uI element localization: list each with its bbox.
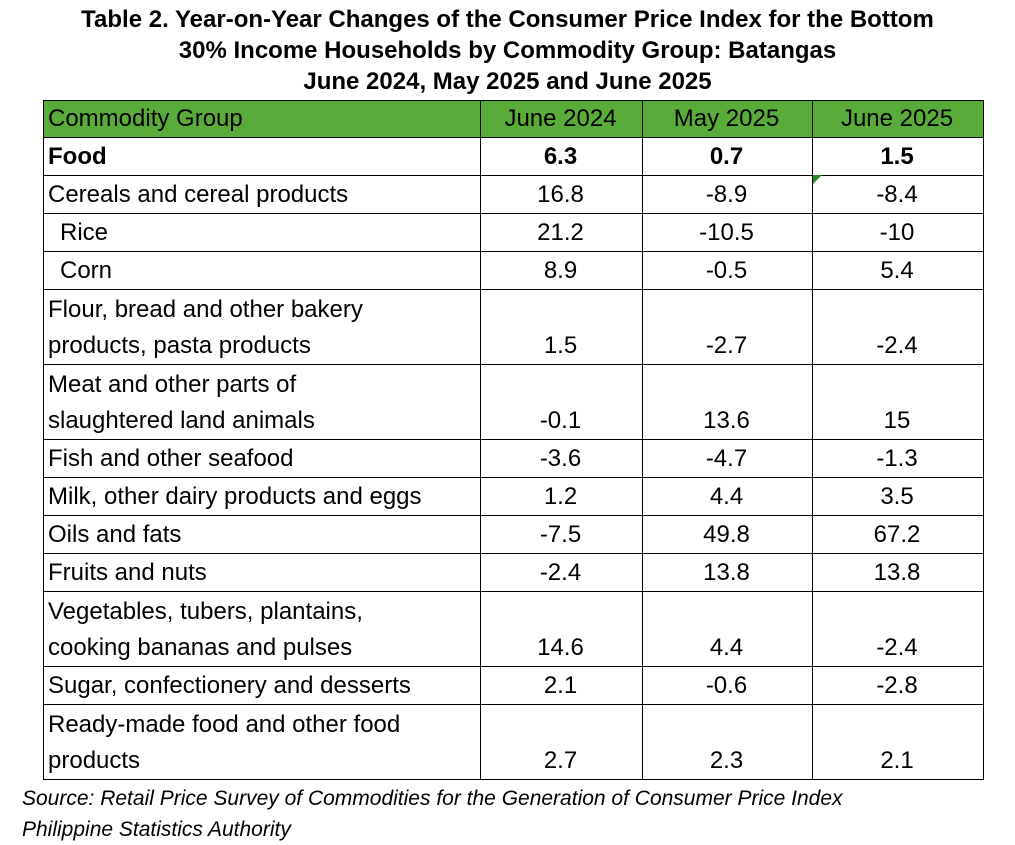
row-label: Vegetables, tubers, plantains, cooking b… (43, 591, 481, 667)
table-row-oils: Oils and fats -7.5 49.8 67.2 (43, 515, 984, 554)
row-label-line-2: products (48, 747, 141, 774)
row-label: Ready-made food and other food products (43, 704, 481, 780)
cell-june-2025: 3.5 (812, 477, 984, 516)
cell-june-2024: 1.2 (480, 477, 643, 516)
cell-june-2024: -2.4 (480, 553, 643, 592)
table-title: Table 2. Year-on-Year Changes of the Con… (0, 4, 1015, 97)
cell-june-2025: -1.3 (812, 439, 984, 478)
cell-june-2025: -2.8 (812, 666, 984, 705)
cell-may-2025: 49.8 (642, 515, 813, 554)
cell-june-2024: 8.9 (480, 251, 643, 290)
row-label: Oils and fats (43, 515, 481, 554)
cell-june-2025: 2.1 (812, 704, 984, 780)
cell-june-2025: 13.8 (812, 553, 984, 592)
row-label: Fish and other seafood (43, 439, 481, 478)
cpi-table: Commodity Group June 2024 May 2025 June … (43, 100, 984, 780)
cell-june-2024: -3.6 (480, 439, 643, 478)
table-row-sugar: Sugar, confectionery and desserts 2.1 -0… (43, 666, 984, 705)
cell-june-2025: 67.2 (812, 515, 984, 554)
cell-june-2024: 21.2 (480, 213, 643, 252)
cell-june-2024: -0.1 (480, 364, 643, 440)
table-row-food: Food 6.3 0.7 1.5 (43, 137, 984, 176)
title-line-1: Table 2. Year-on-Year Changes of the Con… (81, 6, 934, 33)
row-label-line-1: Vegetables, tubers, plantains, (48, 598, 363, 625)
cell-comment-indicator (813, 175, 822, 184)
cell-may-2025: -4.7 (642, 439, 813, 478)
row-label: Fruits and nuts (43, 553, 481, 592)
cell-june-2025: 5.4 (812, 251, 984, 290)
table-header-row: Commodity Group June 2024 May 2025 June … (43, 100, 984, 138)
table-row-meat: Meat and other parts of slaughtered land… (43, 364, 984, 440)
cell-may-2025: -0.6 (642, 666, 813, 705)
row-label: Sugar, confectionery and desserts (43, 666, 481, 705)
table-row-fish: Fish and other seafood -3.6 -4.7 -1.3 (43, 439, 984, 478)
cell-may-2025: 13.6 (642, 364, 813, 440)
table-row-milk: Milk, other dairy products and eggs 1.2 … (43, 477, 984, 516)
row-label: Rice (43, 213, 481, 252)
header-may-2025: May 2025 (642, 100, 813, 138)
cell-may-2025: -2.7 (642, 289, 813, 365)
cell-may-2025: -8.9 (642, 175, 813, 214)
header-commodity-group: Commodity Group (43, 100, 481, 138)
row-label-line-1: Flour, bread and other bakery (48, 296, 363, 323)
cell-june-2024: -7.5 (480, 515, 643, 554)
source-line-1: Source: Retail Price Survey of Commoditi… (22, 787, 843, 810)
cell-may-2025: -10.5 (642, 213, 813, 252)
row-label: Flour, bread and other bakery products, … (43, 289, 481, 365)
cell-june-2025: -2.4 (812, 591, 984, 667)
row-label-line-1: Meat and other parts of (48, 371, 297, 398)
title-line-2: 30% Income Households by Commodity Group… (178, 37, 837, 64)
cell-may-2025: 0.7 (642, 137, 813, 176)
cell-may-2025: 4.4 (642, 591, 813, 667)
cell-june-2024: 1.5 (480, 289, 643, 365)
row-label: Cereals and cereal products (43, 175, 481, 214)
cell-june-2025: 1.5 (812, 137, 984, 176)
cell-june-2025: -8.4 (812, 175, 984, 214)
cell-june-2024: 14.6 (480, 591, 643, 667)
cell-may-2025: -0.5 (642, 251, 813, 290)
row-label-line-2: products, pasta products (48, 332, 311, 359)
table-row-corn: Corn 8.9 -0.5 5.4 (43, 251, 984, 290)
source-line-2: Philippine Statistics Authority (22, 818, 291, 841)
row-label: Milk, other dairy products and eggs (43, 477, 481, 516)
row-label-line-2: cooking bananas and pulses (48, 634, 353, 661)
table-row-rice: Rice 21.2 -10.5 -10 (43, 213, 984, 252)
cell-may-2025: 2.3 (642, 704, 813, 780)
cell-june-2024: 2.1 (480, 666, 643, 705)
cell-may-2025: 13.8 (642, 553, 813, 592)
cell-june-2025: -2.4 (812, 289, 984, 365)
cell-june-2024: 6.3 (480, 137, 643, 176)
cell-may-2025: 4.4 (642, 477, 813, 516)
header-june-2024: June 2024 (480, 100, 643, 138)
row-label: Corn (43, 251, 481, 290)
table-row-vegetables: Vegetables, tubers, plantains, cooking b… (43, 591, 984, 667)
cell-june-2024: 2.7 (480, 704, 643, 780)
cell-june-2025: 15 (812, 364, 984, 440)
table-row-ready-made-food: Ready-made food and other food products … (43, 704, 984, 780)
row-label: Meat and other parts of slaughtered land… (43, 364, 481, 440)
table-row-fruits: Fruits and nuts -2.4 13.8 13.8 (43, 553, 984, 592)
header-june-2025: June 2025 (812, 100, 984, 138)
row-label-line-2: slaughtered land animals (48, 407, 315, 434)
row-label: Food (43, 137, 481, 176)
source-note: Source: Retail Price Survey of Commoditi… (22, 783, 843, 845)
row-label-line-1: Ready-made food and other food (48, 711, 401, 738)
title-line-3: June 2024, May 2025 and June 2025 (303, 68, 712, 95)
table-row-flour-bread: Flour, bread and other bakery products, … (43, 289, 984, 365)
cell-june-2024: 16.8 (480, 175, 643, 214)
table-row-cereals: Cereals and cereal products 16.8 -8.9 -8… (43, 175, 984, 214)
cell-june-2025: -10 (812, 213, 984, 252)
